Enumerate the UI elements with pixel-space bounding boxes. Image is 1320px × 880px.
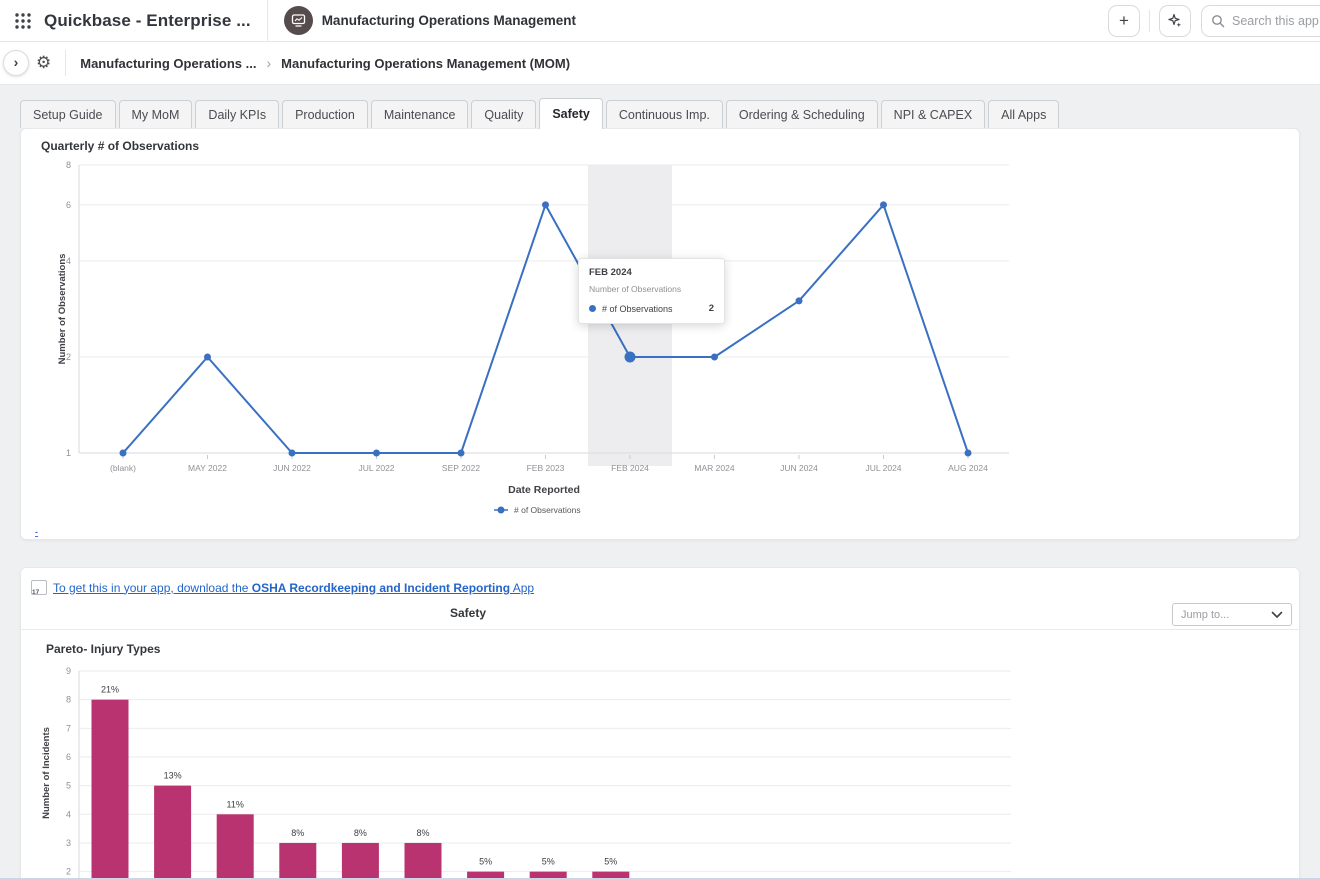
svg-text:8%: 8% [354,828,367,838]
svg-text:Number of Observations: Number of Observations [57,254,68,365]
search-input[interactable] [1232,14,1320,28]
svg-text:MAR 2024: MAR 2024 [694,463,734,473]
ai-sparkles-button[interactable] [1159,5,1191,37]
tab-ordering-scheduling[interactable]: Ordering & Scheduling [725,100,878,128]
tab-maintenance[interactable]: Maintenance [370,100,469,128]
tab-daily-kpis[interactable]: Daily KPIs [195,100,280,128]
breadcrumb: Manufacturing Operations ... › Manufactu… [80,55,570,71]
svg-text:JUN 2022: JUN 2022 [273,463,311,473]
search-box[interactable] [1201,5,1320,37]
svg-text:JUN 2024: JUN 2024 [780,463,818,473]
page-toolbar: › ⚙ Manufacturing Operations ... › Manuf… [0,42,1320,85]
svg-text:# of Observations: # of Observations [514,505,581,515]
product-title: Quickbase - Enterprise ... [44,10,251,30]
app-monitor-icon [283,6,313,35]
search-icon [1212,15,1225,28]
svg-text:FEB 2024: FEB 2024 [611,463,649,473]
tab-quality[interactable]: Quality [471,100,537,128]
tab-npi-capex[interactable]: NPI & CAPEX [880,100,986,128]
osha-app-link[interactable]: To get this in your app, download the OS… [53,581,534,595]
svg-text:Number of Incidents: Number of Incidents [41,727,52,819]
section-header: Safety Jump to... [21,599,1299,630]
tab-continuous-imp[interactable]: Continuous Imp. [605,100,723,128]
divider [266,0,268,42]
calendar-icon: 17 [31,580,47,595]
svg-text:8%: 8% [416,828,429,838]
svg-text:13%: 13% [164,771,182,781]
tab-all-apps[interactable]: All Apps [988,100,1060,128]
breadcrumb-parent[interactable]: Manufacturing Operations ... [80,55,257,71]
window-bottom-edge [0,878,1320,880]
svg-text:2: 2 [66,352,71,362]
link-prefix: To get this in your app, download the [53,580,252,595]
open-app-tab[interactable]: Manufacturing Operations Management [283,6,576,35]
svg-text:5: 5 [66,781,71,791]
expand-sidebar-button[interactable]: › [3,50,29,76]
svg-text:6: 6 [66,200,71,210]
tooltip-subtitle: Number of Observations [589,284,682,294]
pareto-chart-title: Pareto- Injury Types [46,642,161,656]
tab-my-mom[interactable]: My MoM [118,100,193,128]
svg-text:8: 8 [66,695,71,705]
topbar-actions: + [1108,5,1320,37]
observations-card: Quarterly # of Observations 1 2 4 6 8 (blank)… [20,128,1300,540]
settings-gear-icon[interactable]: ⚙ [36,52,52,73]
svg-text:JUL 2022: JUL 2022 [358,463,394,473]
tab-production[interactable]: Production [282,100,368,128]
chart-title: Quarterly # of Observations [41,139,200,153]
chevron-right-icon: › [13,54,19,70]
divider [65,50,67,76]
svg-text:11%: 11% [227,799,244,809]
global-header: Quickbase - Enterprise ... Manufacturing… [0,0,1320,42]
svg-text:5%: 5% [479,857,492,867]
svg-text:SEP 2022: SEP 2022 [442,463,480,473]
tab-safety[interactable]: Safety [539,98,603,129]
tooltip-value: 2 [708,303,714,314]
osha-pareto-card: 17 To get this in your app, download the… [20,567,1300,878]
svg-text:4: 4 [66,809,71,819]
svg-text:8%: 8% [291,828,304,838]
tab-strip: Setup Guide My MoM Daily KPIs Production Mai… [0,98,1320,129]
tooltip-series-label: # of Observations [602,303,673,314]
chart-tooltip: FEB 2024 Number of Observations # of Obs… [578,258,725,324]
jump-to-placeholder: Jump to... [1181,608,1230,621]
svg-text:Date Reported: Date Reported [508,484,580,496]
new-item-button[interactable]: + [1108,5,1140,37]
svg-text:MAY 2022: MAY 2022 [188,463,227,473]
plus-icon: + [1119,11,1129,30]
section-title: Safety [449,606,487,620]
svg-text:3: 3 [66,838,71,848]
svg-text:5%: 5% [542,857,555,867]
series-dot-icon [589,305,596,312]
chevron-down-icon [1271,611,1283,618]
calendar-day: 17 [32,589,40,595]
svg-text:FEB 2023: FEB 2023 [527,463,565,473]
tab-setup-guide[interactable]: Setup Guide [20,100,116,128]
divider [1149,10,1150,32]
svg-text:2: 2 [66,867,71,877]
svg-text:AUG 2024: AUG 2024 [948,463,988,473]
link-bold: OSHA Recordkeeping and Incident Reportin… [251,580,511,595]
svg-text:JUL 2024: JUL 2024 [865,463,901,473]
app-tab-label: Manufacturing Operations Management [321,13,576,28]
svg-text:(blank): (blank) [110,463,136,473]
svg-text:21%: 21% [101,685,119,695]
tooltip-title: FEB 2024 [589,267,632,278]
svg-text:1: 1 [66,448,71,458]
sparkles-icon [1168,13,1182,28]
svg-text:7: 7 [66,723,71,733]
svg-text:9: 9 [66,666,71,676]
svg-text:5%: 5% [604,857,617,867]
svg-text:4: 4 [66,256,71,266]
jump-to-select[interactable]: Jump to... [1172,603,1292,626]
app-switcher-icon[interactable] [14,12,32,30]
svg-text:8: 8 [66,160,71,170]
pareto-bar-chart[interactable]: 9 8 7 6 5 4 3 2 21% 13% 11% 8% 8% 8% 5% 5% 5% Number of I… [21,663,1041,878]
breadcrumb-separator-icon: › [266,55,272,71]
link-suffix: App [510,580,535,595]
breadcrumb-current: Manufacturing Operations Management (MOM… [281,55,571,71]
svg-text:6: 6 [66,752,71,762]
chart-footer-link[interactable]: - [35,527,38,537]
observations-line-chart[interactable]: 1 2 4 6 8 (blank) MAY 2022 JUN 2022 JUL 2022 SEP … [21,143,1041,535]
